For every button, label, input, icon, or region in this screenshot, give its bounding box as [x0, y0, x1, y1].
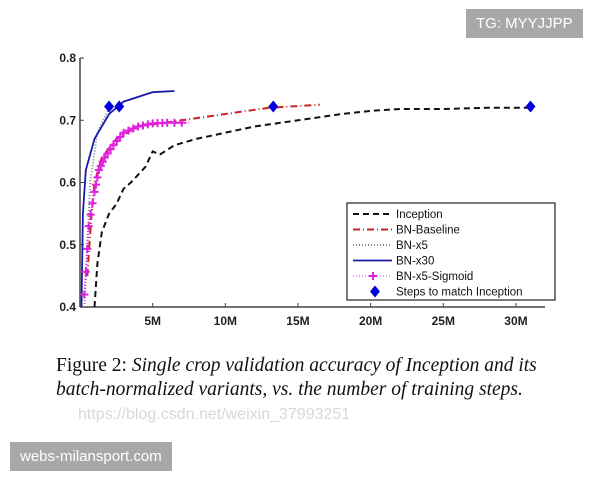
sigmoid-marker — [96, 161, 105, 170]
sigmoid-marker — [119, 128, 128, 137]
sigmoid-marker — [116, 132, 125, 141]
sigmoid-marker — [143, 120, 152, 129]
caption-text: Single crop validation accuracy of Incep… — [56, 355, 537, 400]
sigmoid-marker — [129, 124, 138, 133]
x-tick-label: 10M — [214, 314, 237, 328]
legend-plus-icon — [369, 272, 377, 280]
match-inception-marker — [104, 100, 115, 113]
sigmoid-marker — [177, 118, 186, 127]
y-tick-label: 0.8 — [59, 51, 76, 65]
x-tick-label: 30M — [504, 314, 527, 328]
x-tick-label: 5M — [144, 314, 161, 328]
legend-label: BN-x5-Sigmoid — [396, 271, 473, 283]
sigmoid-marker — [103, 149, 112, 158]
series-line-bn-x5-sigmoid — [83, 121, 189, 295]
sigmoid-marker — [112, 137, 121, 145]
bottom-watermark: webs-milansport.com — [10, 442, 172, 471]
legend: Inception BN-Baseline BN-x5 BN-x30 BN-x5-Sig… — [346, 202, 556, 301]
legend-label: BN-x30 — [396, 256, 434, 268]
y-tick-label: 0.6 — [59, 176, 76, 190]
sigmoid-marker — [90, 187, 99, 196]
legend-box — [346, 202, 556, 301]
figure-caption: Figure 2: Single crop validation accurac… — [56, 354, 571, 427]
match-inception-marker — [268, 100, 279, 113]
sigmoid-marker — [106, 145, 115, 154]
legend-diamond-icon — [370, 285, 380, 298]
sigmoid-marker — [109, 141, 118, 150]
sigmoid-marker — [88, 199, 97, 208]
csdn-watermark: https://blog.csdn.net/weixin_37993251 — [78, 406, 351, 423]
sigmoid-marker — [100, 153, 109, 162]
sigmoid-marker — [83, 244, 92, 253]
accuracy-chart: 5M 10M 15M 20M 25M 30M 0.4 0.5 0.6 0.7 0.8 Inceptio… — [59, 51, 556, 328]
sigmoid-marker — [84, 222, 93, 231]
x-tick-label: 20M — [359, 314, 382, 328]
y-tick-label: 0.7 — [59, 113, 76, 127]
match-inception-marker — [114, 100, 125, 113]
sigmoid-marker — [134, 122, 143, 131]
series-line-bn-x5 — [83, 107, 111, 308]
sigmoid-marker — [124, 126, 133, 135]
sigmoid-marker — [138, 121, 147, 130]
caption-label: Figure 2: — [56, 355, 127, 376]
x-tick-label: 15M — [286, 314, 309, 328]
sigmoid-marker — [81, 267, 90, 276]
sigmoid-marker — [80, 290, 89, 299]
y-tick-label: 0.4 — [59, 300, 76, 314]
x-tick-label: 25M — [432, 314, 455, 328]
sigmoid-marker — [93, 173, 102, 182]
y-tick-label: 0.5 — [59, 238, 76, 252]
series-line-bn-x30 — [80, 90, 175, 308]
legend-label: BN-x5 — [396, 240, 428, 252]
sigmoid-marker — [86, 210, 95, 219]
sigmoid-marker — [170, 118, 179, 127]
legend-label: BN-Baseline — [396, 225, 460, 237]
sigmoid-marker — [94, 166, 103, 175]
legend-label: Steps to match Inception — [396, 287, 523, 299]
match-inception-marker — [525, 100, 536, 113]
sigmoid-marker — [91, 180, 100, 189]
legend-label: Inception — [396, 209, 443, 221]
sigmoid-marker — [163, 118, 172, 127]
sigmoid-marker — [98, 157, 107, 166]
top-watermark: TG: MYYJJPP — [466, 9, 583, 38]
